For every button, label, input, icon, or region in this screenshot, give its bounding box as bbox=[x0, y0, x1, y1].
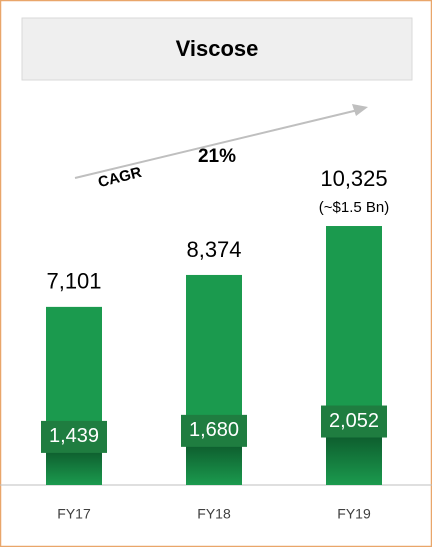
value-label: 7,101 bbox=[46, 269, 101, 294]
inner-bar bbox=[186, 442, 242, 485]
annotation: (~$1.5 Bn) bbox=[319, 199, 389, 216]
inner-label-box bbox=[321, 405, 387, 438]
inner-value-label: 2,052 bbox=[329, 410, 379, 432]
value-label: 10,325 bbox=[320, 166, 387, 191]
inner-bar bbox=[46, 448, 102, 485]
x-tick-label: FY19 bbox=[337, 506, 371, 522]
cagr-arrowhead bbox=[352, 104, 368, 116]
cagr-value: 21% bbox=[198, 146, 236, 167]
title-box bbox=[21, 17, 413, 81]
inner-label-box bbox=[181, 414, 247, 447]
x-tick-label: FY17 bbox=[57, 506, 91, 522]
inner-bar bbox=[326, 433, 382, 485]
value-label: 8,374 bbox=[186, 237, 241, 262]
cagr-arrow bbox=[74, 109, 359, 179]
x-tick-label: FY18 bbox=[197, 506, 231, 522]
inner-value-label: 1,439 bbox=[49, 425, 99, 447]
inner-label-box bbox=[41, 420, 107, 453]
chart-title: Viscose bbox=[176, 36, 259, 61]
inner-value-label: 1,680 bbox=[189, 419, 239, 441]
